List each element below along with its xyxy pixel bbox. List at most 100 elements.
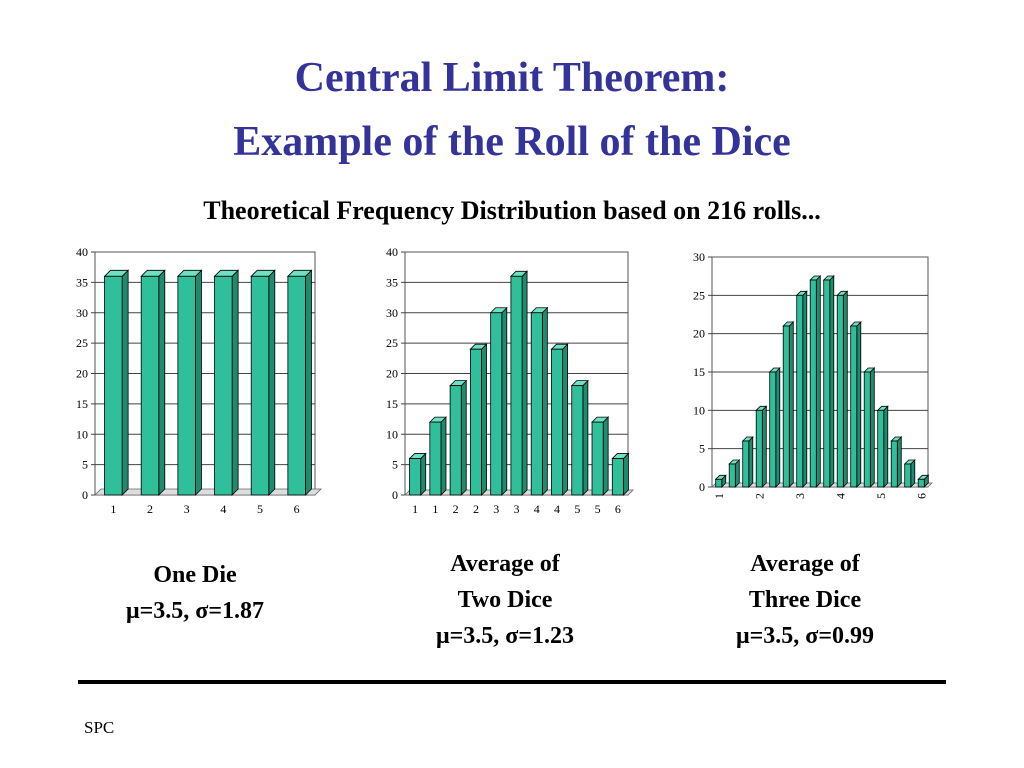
caption-one-die: One Die μ=3.5, σ=1.87 <box>95 557 295 629</box>
bar <box>140 269 166 496</box>
bar <box>428 416 447 496</box>
divider-rule <box>78 680 946 684</box>
bar <box>836 290 849 488</box>
y-tick-label: 20 <box>693 327 705 341</box>
y-tick-label: 10 <box>693 403 705 417</box>
x-tick-label: 5 <box>595 502 601 516</box>
slide-subtitle: Theoretical Frequency Distribution based… <box>203 196 821 225</box>
bar-front <box>863 371 871 488</box>
bar <box>903 459 916 488</box>
bar-front <box>890 440 898 488</box>
x-tick-label: 4 <box>220 502 226 516</box>
x-tick-label: 5 <box>257 502 263 516</box>
chart-two-dice: 0 5 10 15 20 25 30 35 40 1 1 2 2 3 3 4 4 5 5 6 <box>365 240 640 525</box>
bar-side <box>856 321 862 488</box>
y-tick-label: 30 <box>76 306 88 320</box>
bar-front <box>214 275 233 496</box>
bar <box>849 321 862 488</box>
x-tick-label: 6 <box>294 502 300 516</box>
bar <box>570 379 589 496</box>
bar-side <box>775 367 781 488</box>
bar-front <box>769 371 777 488</box>
bar-side <box>788 321 794 488</box>
bar-front <box>429 421 442 496</box>
chart-one-svg: 0 5 10 15 20 25 30 35 40 1 2 3 4 5 6 <box>76 245 322 516</box>
caption-three-dice-line1: Average of <box>750 551 860 577</box>
bar <box>741 436 754 488</box>
y-tick-label: 5 <box>82 458 88 472</box>
x-tick-label: 2 <box>453 502 459 516</box>
bar-side <box>869 367 875 488</box>
bar-front <box>715 478 723 488</box>
caption-three-dice-stats: μ=3.5, σ=0.99 <box>735 623 874 649</box>
bar-front <box>809 279 817 488</box>
bar <box>449 379 468 496</box>
y-tick-label: 40 <box>386 245 398 259</box>
bar-front <box>917 478 925 488</box>
bar <box>286 269 313 496</box>
caption-two-dice-line2: Two Dice <box>457 587 553 613</box>
bar-front <box>877 409 885 488</box>
bar-front <box>449 385 462 496</box>
bar-side <box>734 459 740 488</box>
x-tick-label: 1 <box>712 493 726 499</box>
bar-side <box>268 269 276 496</box>
x-tick-label: 4 <box>534 502 540 516</box>
x-tick-label: 2 <box>147 502 153 516</box>
x-tick-label: 5 <box>574 502 580 516</box>
caption-two-dice-stats: μ=3.5, σ=1.23 <box>435 623 574 649</box>
caption-one-die-stats: μ=3.5, σ=1.87 <box>125 598 264 624</box>
y-tick-label: 0 <box>699 480 705 494</box>
caption-two-dice-line1: Average of <box>450 551 560 577</box>
bar-side <box>748 436 754 488</box>
bar-side <box>501 306 508 496</box>
bar <box>176 269 203 496</box>
bar <box>408 452 427 496</box>
bar-side <box>121 269 129 496</box>
chart-one-die: 0 5 10 15 20 25 30 35 40 1 2 3 4 5 6 <box>55 240 325 525</box>
bar-front <box>591 421 604 496</box>
bar <box>768 367 781 488</box>
x-tick-label: 5 <box>874 493 888 499</box>
bar-front <box>850 325 858 488</box>
bar <box>550 343 569 496</box>
bar-front <box>490 312 503 496</box>
bar-front <box>823 279 831 488</box>
bar <box>782 321 795 488</box>
bar-side <box>582 379 589 496</box>
bar-side <box>883 405 889 488</box>
x-tick-label: 3 <box>184 502 190 516</box>
x-tick-label: 2 <box>473 502 479 516</box>
bar-side <box>305 269 312 496</box>
bar <box>591 416 610 496</box>
bar-side <box>910 459 916 488</box>
bar-front <box>782 325 790 488</box>
bar-front <box>177 275 196 496</box>
bar-side <box>521 270 528 496</box>
bar-front <box>250 275 270 496</box>
bar-side <box>602 416 609 496</box>
x-tick-label: 6 <box>615 502 621 516</box>
bar-side <box>481 343 487 496</box>
bar-front <box>510 275 523 496</box>
bar <box>755 405 768 488</box>
bar-side <box>440 416 447 496</box>
bar-front <box>796 294 804 488</box>
bar <box>611 452 630 496</box>
bar-side <box>761 405 767 488</box>
bar-front <box>409 458 422 496</box>
caption-one-die-label: One Die <box>153 562 237 588</box>
bar-side <box>541 306 548 496</box>
bar <box>250 269 276 496</box>
bar <box>509 270 529 496</box>
x-tick-label: 3 <box>514 502 520 516</box>
bar <box>213 269 240 496</box>
x-tick-label: 1 <box>432 502 438 516</box>
y-tick-label: 30 <box>693 250 705 264</box>
bar-front <box>571 385 584 496</box>
y-tick-label: 25 <box>386 336 398 350</box>
x-tick-label: 1 <box>412 502 418 516</box>
bar <box>809 275 822 488</box>
slide-title-line1: Central Limit Theorem: <box>294 55 730 101</box>
